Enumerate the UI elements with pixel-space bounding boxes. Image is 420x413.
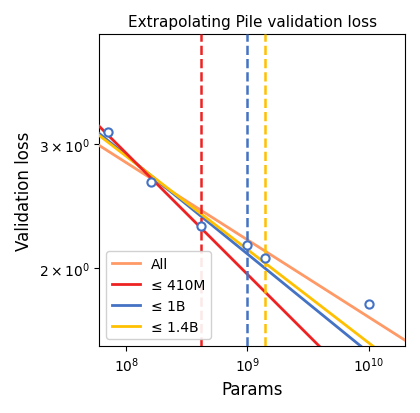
All bbox=[298, 271, 303, 276]
≤ 1.4B bbox=[402, 368, 407, 373]
≤ 410M bbox=[230, 257, 235, 262]
≤ 1.4B bbox=[87, 126, 92, 131]
≤ 1.4B bbox=[325, 309, 330, 313]
≤ 410M bbox=[168, 196, 173, 201]
Point bbox=[148, 180, 155, 186]
≤ 1.4B bbox=[273, 269, 278, 274]
≤ 1.4B bbox=[230, 236, 235, 241]
Point bbox=[365, 301, 372, 307]
Line: ≤ 410M: ≤ 410M bbox=[90, 118, 405, 413]
≤ 1B bbox=[402, 380, 407, 385]
Line: ≤ 1.4B: ≤ 1.4B bbox=[90, 129, 405, 371]
≤ 1.4B bbox=[298, 288, 303, 293]
≤ 1.4B bbox=[168, 189, 173, 194]
≤ 1B bbox=[298, 295, 303, 300]
≤ 1B bbox=[325, 316, 330, 321]
≤ 410M bbox=[273, 300, 278, 305]
All bbox=[273, 256, 278, 261]
All bbox=[143, 173, 148, 178]
≤ 1B bbox=[273, 275, 278, 280]
X-axis label: Params: Params bbox=[221, 380, 283, 398]
All bbox=[87, 138, 92, 142]
≤ 410M bbox=[143, 171, 148, 176]
All bbox=[230, 228, 235, 233]
≤ 1B bbox=[143, 169, 148, 174]
All bbox=[402, 338, 407, 343]
Title: Extrapolating Pile validation loss: Extrapolating Pile validation loss bbox=[128, 15, 377, 30]
≤ 410M bbox=[298, 325, 303, 330]
Legend: All, ≤ 410M, ≤ 1B, ≤ 1.4B: All, ≤ 410M, ≤ 1B, ≤ 1.4B bbox=[106, 252, 211, 339]
All bbox=[168, 189, 173, 194]
Point bbox=[244, 242, 251, 249]
Line: ≤ 1B: ≤ 1B bbox=[90, 126, 405, 382]
Y-axis label: Validation loss: Validation loss bbox=[15, 131, 33, 250]
Point bbox=[197, 223, 204, 229]
Point bbox=[262, 255, 268, 261]
≤ 410M bbox=[325, 351, 330, 356]
Line: All: All bbox=[90, 140, 405, 340]
≤ 1B bbox=[168, 190, 173, 195]
≤ 1.4B bbox=[143, 169, 148, 174]
≤ 1B bbox=[87, 124, 92, 129]
All bbox=[325, 288, 330, 293]
≤ 410M bbox=[87, 115, 92, 120]
Point bbox=[104, 130, 111, 136]
≤ 1B bbox=[230, 240, 235, 244]
